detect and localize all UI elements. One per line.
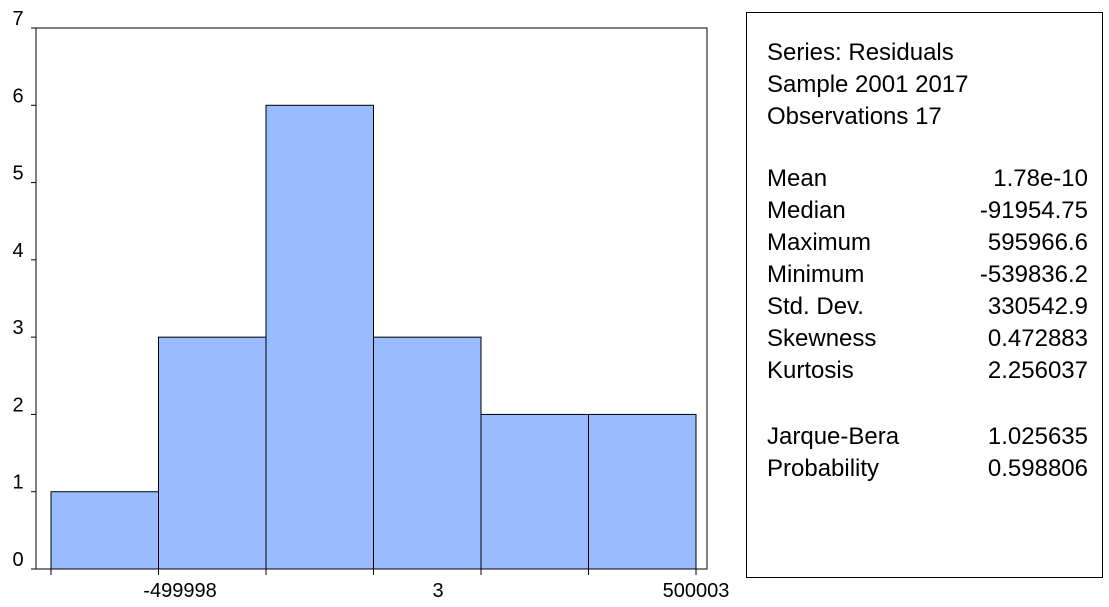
stat-value: -91954.75 [979, 197, 1088, 224]
stat-row-maximum: Maximum 595966.6 [767, 227, 1088, 259]
histogram-bar [372, 336, 482, 570]
stat-row-std-dev: Std. Dev. 330542.9 [767, 291, 1088, 323]
stat-value: 0.472883 [987, 325, 1088, 352]
statistics-content: Series: Residuals Sample 2001 2017 Obser… [767, 37, 1088, 485]
histogram-bar [50, 491, 159, 570]
axes-group: 0 1 2 3 4 5 6 7 -499998 3 500003 [12, 8, 729, 602]
stat-value: 330542.9 [987, 293, 1088, 320]
stat-label: Mean [767, 165, 828, 192]
plot-frame [35, 27, 708, 570]
histogram-bar [587, 413, 697, 570]
x-tick-label: 500003 [663, 580, 730, 602]
y-tick-label: 5 [12, 163, 23, 185]
stat-value: 2.256037 [987, 357, 1088, 384]
stat-label: Std. Dev. [767, 293, 864, 320]
histogram-bar [480, 413, 589, 570]
stat-label: Median [767, 197, 846, 224]
stat-value: 595966.6 [987, 229, 1088, 256]
stat-label: Jarque-Bera [767, 423, 900, 450]
stat-row-minimum: Minimum -539836.2 [767, 259, 1088, 291]
y-tick-label: 7 [12, 8, 23, 30]
y-tick-label: 6 [12, 85, 23, 107]
series-name: Series: Residuals [767, 39, 954, 66]
stat-label: Skewness [767, 325, 877, 352]
stat-value: 1.78e-10 [993, 165, 1088, 192]
histogram-bar [157, 336, 267, 570]
histogram-chart: 0 1 2 3 4 5 6 7 -499998 3 500003 [12, 8, 729, 602]
stat-value: -539836.2 [979, 261, 1088, 288]
observations-count: Observations 17 [767, 103, 942, 130]
descriptive-stats: Mean 1.78e-10 Median -91954.75 Maximum 5… [767, 163, 1088, 387]
stat-row-skewness: Skewness 0.472883 [767, 323, 1088, 355]
stat-label: Minimum [767, 261, 865, 288]
stat-label: Kurtosis [767, 357, 854, 384]
stat-row-median: Median -91954.75 [767, 195, 1088, 227]
histogram-bar [265, 104, 374, 570]
bars-group [50, 104, 697, 570]
y-tick-label: 0 [12, 549, 23, 571]
stat-row-mean: Mean 1.78e-10 [767, 163, 1088, 195]
y-tick-label: 4 [12, 240, 23, 262]
y-tick-label: 3 [12, 317, 23, 339]
normality-test: Jarque-Bera 1.025635 Probability 0.59880… [767, 421, 1088, 485]
stat-value: 1.025635 [987, 423, 1088, 450]
stat-label: Maximum [767, 229, 872, 256]
x-tick-label: -499998 [143, 580, 216, 602]
stat-value: 0.598806 [987, 455, 1088, 482]
stat-row-jarque-bera: Jarque-Bera 1.025635 [767, 421, 1088, 453]
stat-label: Probability [767, 455, 880, 482]
sample-range: Sample 2001 2017 [767, 71, 969, 98]
y-tick-label: 2 [12, 394, 23, 416]
y-tick-label: 1 [12, 472, 23, 494]
stat-row-kurtosis: Kurtosis 2.256037 [767, 355, 1088, 387]
statistics-panel: Series: Residuals Sample 2001 2017 Obser… [746, 12, 1103, 578]
stat-row-probability: Probability 0.598806 [767, 453, 1088, 485]
x-tick-label: 3 [432, 580, 443, 602]
